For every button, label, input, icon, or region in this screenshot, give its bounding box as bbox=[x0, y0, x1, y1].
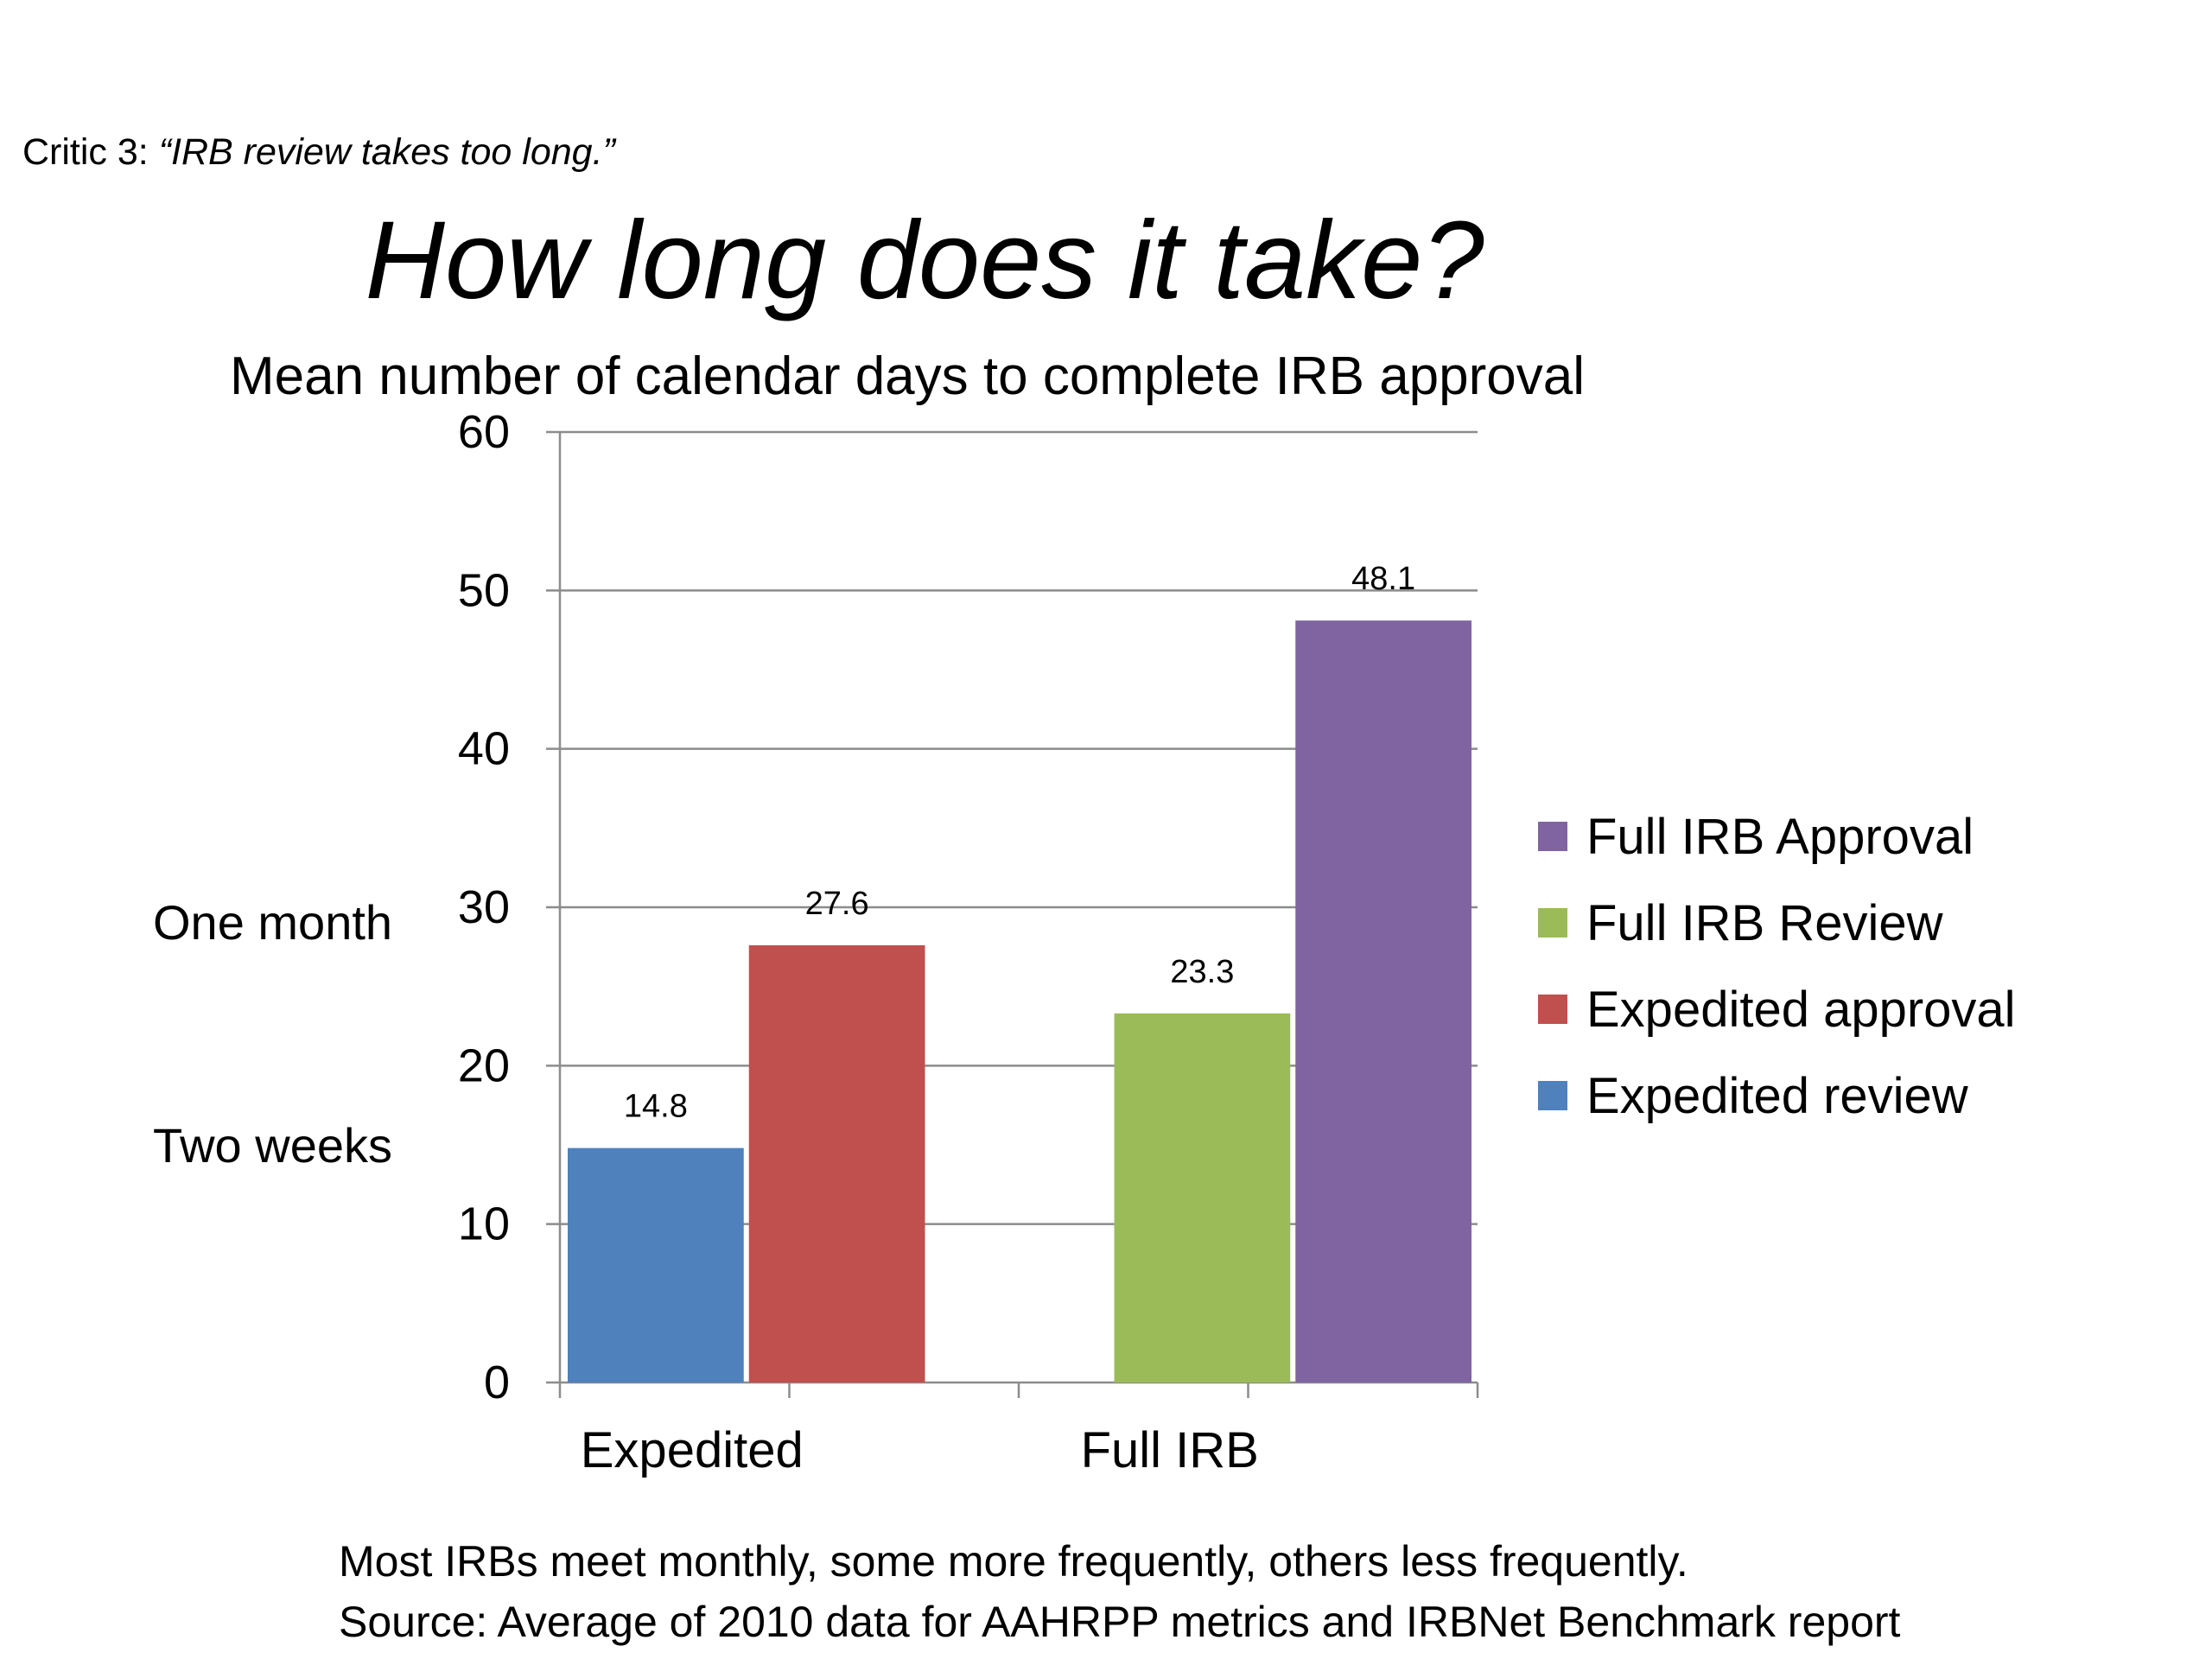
legend-label-full-irb-approval: Full IRB Approval bbox=[1586, 808, 1974, 865]
critic-heading: Critic 3: “IRB review takes too long.” bbox=[22, 131, 615, 174]
y-tick-label-20: 20 bbox=[458, 1039, 510, 1091]
legend-item-expedited-approval: Expedited approval bbox=[1538, 966, 2016, 1052]
footer-note: Most IRBs meet monthly, some more freque… bbox=[339, 1531, 1900, 1652]
data-label-full-irb-review: 23.3 bbox=[1170, 954, 1234, 990]
note-one-month: One month bbox=[153, 895, 393, 950]
critic-label: Critic 3: bbox=[22, 131, 159, 173]
legend-label-expedited-approval: Expedited approval bbox=[1586, 981, 2016, 1038]
x-category-label-full-irb: Full IRB bbox=[1081, 1422, 1259, 1478]
y-tick-label-50: 50 bbox=[458, 564, 510, 616]
data-label-full-irb-approval: 48.1 bbox=[1351, 561, 1415, 597]
slide-title: How long does it take? bbox=[365, 199, 1484, 322]
legend-item-full-irb-review: Full IRB Review bbox=[1538, 880, 2016, 966]
bars bbox=[568, 620, 1471, 1382]
critic-quote: “IRB review takes too long.” bbox=[158, 131, 615, 173]
bar-full-irb-approval bbox=[1295, 620, 1471, 1382]
legend-swatch-full-irb-approval bbox=[1538, 822, 1567, 851]
y-tick-label-0: 0 bbox=[484, 1357, 510, 1408]
y-tick-label-10: 10 bbox=[458, 1198, 510, 1250]
legend-swatch-expedited-approval bbox=[1538, 995, 1567, 1024]
y-tick-label-60: 60 bbox=[458, 406, 510, 458]
data-label-expedited-approval: 27.6 bbox=[805, 886, 869, 922]
chart-legend: Full IRB Approval Full IRB Review Expedite… bbox=[1538, 793, 2016, 1139]
bar-expedited-review bbox=[568, 1147, 744, 1382]
labels: 0 10 20 30 40 50 60 14.8 27.6 Expedited 23.3 48.1 Fu… bbox=[458, 406, 1415, 1478]
bar-full-irb-review bbox=[1114, 1013, 1291, 1382]
data-label-expedited-review: 14.8 bbox=[624, 1089, 688, 1125]
legend-label-full-irb-review: Full IRB Review bbox=[1586, 894, 1943, 951]
legend-item-full-irb-approval: Full IRB Approval bbox=[1538, 793, 2016, 880]
legend-swatch-full-irb-review bbox=[1538, 908, 1567, 938]
legend-swatch-expedited-review bbox=[1538, 1081, 1567, 1110]
x-category-label-expedited: Expedited bbox=[581, 1422, 804, 1478]
note-two-weeks: Two weeks bbox=[153, 1118, 392, 1173]
footer-line-2: Source: Average of 2010 data for AAHRPP … bbox=[339, 1598, 1901, 1646]
bar-expedited-approval bbox=[748, 945, 925, 1382]
y-tick-label-30: 30 bbox=[458, 881, 510, 933]
chart-title: Mean number of calendar days to complete… bbox=[229, 346, 1586, 406]
footer-line-1: Most IRBs meet monthly, some more freque… bbox=[339, 1537, 1688, 1586]
legend-label-expedited-review: Expedited review bbox=[1586, 1067, 1968, 1124]
legend-item-expedited-review: Expedited review bbox=[1538, 1052, 2016, 1139]
y-tick-label-40: 40 bbox=[458, 723, 510, 775]
